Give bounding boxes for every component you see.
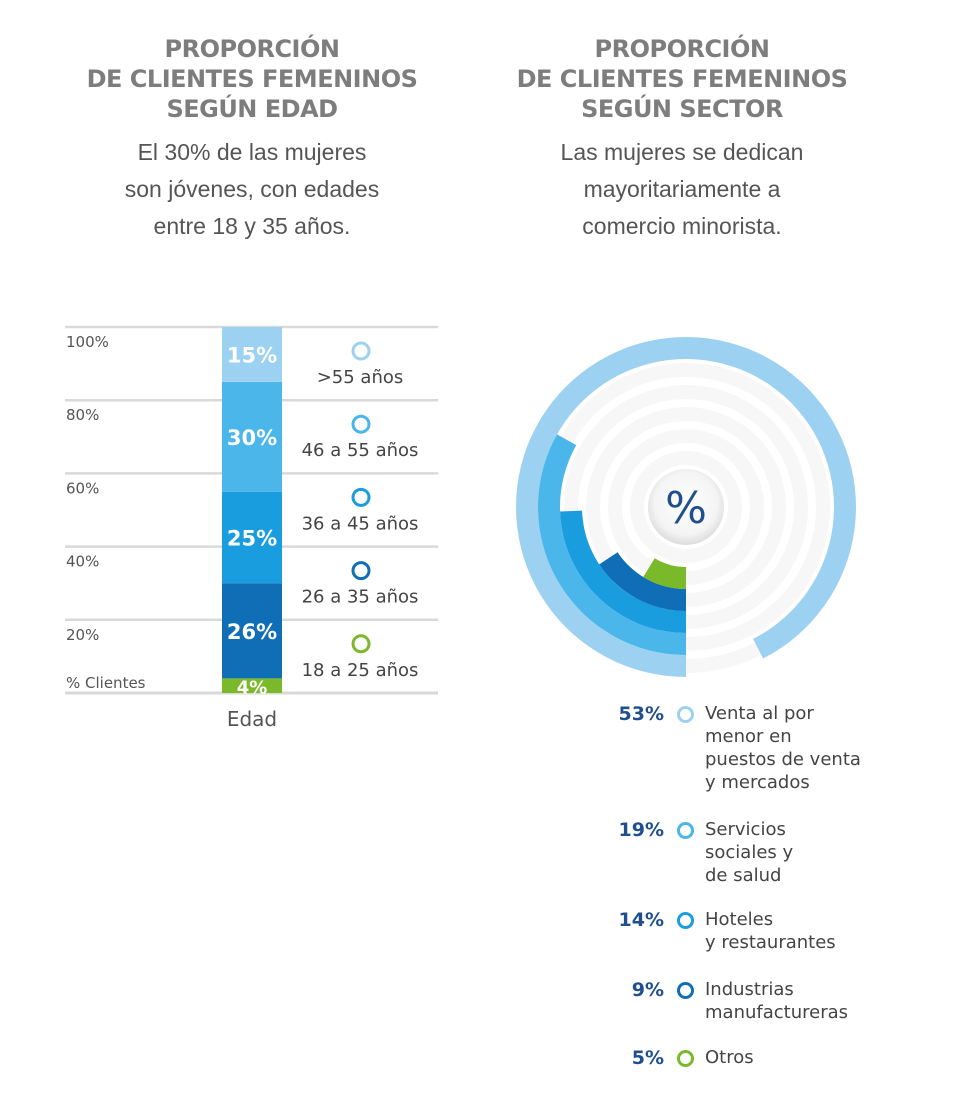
legend-label: Servicios sociales y de salud xyxy=(705,819,794,886)
legend-label: Venta al por menor en puestos de venta y… xyxy=(705,703,861,793)
legend-label: 46 a 55 años xyxy=(302,440,419,461)
bar-segment xyxy=(222,327,282,382)
legend-marker xyxy=(677,706,694,723)
y-tick-label: 60% xyxy=(66,479,99,497)
radial-arc xyxy=(599,552,686,611)
legend-label: 36 a 45 años xyxy=(302,513,419,534)
legend-label: 26 a 35 años xyxy=(302,587,419,608)
bar-segment xyxy=(222,381,282,492)
legend-value: 19% xyxy=(618,819,664,841)
legend-marker xyxy=(677,1050,694,1067)
bar-segment xyxy=(222,678,282,693)
y-tick-label: 20% xyxy=(66,626,99,644)
legend-marker xyxy=(351,487,371,507)
legend-marker xyxy=(351,634,371,654)
bar-value-label: 4% xyxy=(237,678,268,699)
y-tick-label: 100% xyxy=(66,333,109,351)
y-axis-label: % Clientes xyxy=(66,674,146,692)
x-axis-label: Edad xyxy=(227,707,277,731)
legend-marker xyxy=(677,982,694,999)
left-title: PROPORCIÓN DE CLIENTES FEMENINOS SEGÚN E… xyxy=(86,35,418,123)
legend-marker xyxy=(351,561,371,581)
legend-marker xyxy=(351,414,371,434)
legend-marker xyxy=(677,822,694,839)
legend-label: Industrias manufactureras xyxy=(705,979,848,1023)
left-subtitle: El 30% de las mujeres son jóvenes, con e… xyxy=(124,139,380,239)
legend-label: >55 años xyxy=(317,367,404,388)
track-ring-fill xyxy=(630,451,742,563)
legend-value: 14% xyxy=(618,909,664,931)
legend-label: 18 a 25 años xyxy=(302,660,419,681)
legend-value: 9% xyxy=(631,979,664,1001)
stacked-bar-chart: 20% 40% 60% 80% 100% % Clientes Edad 4% 26% 25% 30… xyxy=(65,325,438,731)
radial-bar-chart: % xyxy=(516,336,856,677)
bar-segment xyxy=(222,583,282,679)
bar-value-label: 15% xyxy=(227,343,277,367)
center-label: % xyxy=(665,483,707,534)
y-tick-label: 80% xyxy=(66,406,99,424)
right-subtitle: Las mujeres se dedican mayoritariamente … xyxy=(560,139,804,239)
legend-marker xyxy=(677,912,694,929)
legend-label: Otros xyxy=(705,1047,754,1068)
radial-arc xyxy=(538,434,686,655)
center-badge xyxy=(648,469,724,545)
legend-value: 53% xyxy=(618,703,664,725)
legend-label: Hoteles y restaurantes xyxy=(705,909,836,953)
bar-segment xyxy=(222,491,282,584)
bar-value-label: 26% xyxy=(227,620,277,644)
bar-value-label: 25% xyxy=(227,526,277,550)
bar-value-label: 30% xyxy=(227,426,277,450)
right-title: PROPORCIÓN DE CLIENTES FEMENINOS SEGÚN S… xyxy=(516,35,848,123)
radial-arc xyxy=(560,510,686,633)
legend-value: 5% xyxy=(631,1047,664,1069)
radial-arc xyxy=(643,558,686,589)
legend-marker xyxy=(351,341,371,361)
y-tick-label: 40% xyxy=(66,553,99,571)
